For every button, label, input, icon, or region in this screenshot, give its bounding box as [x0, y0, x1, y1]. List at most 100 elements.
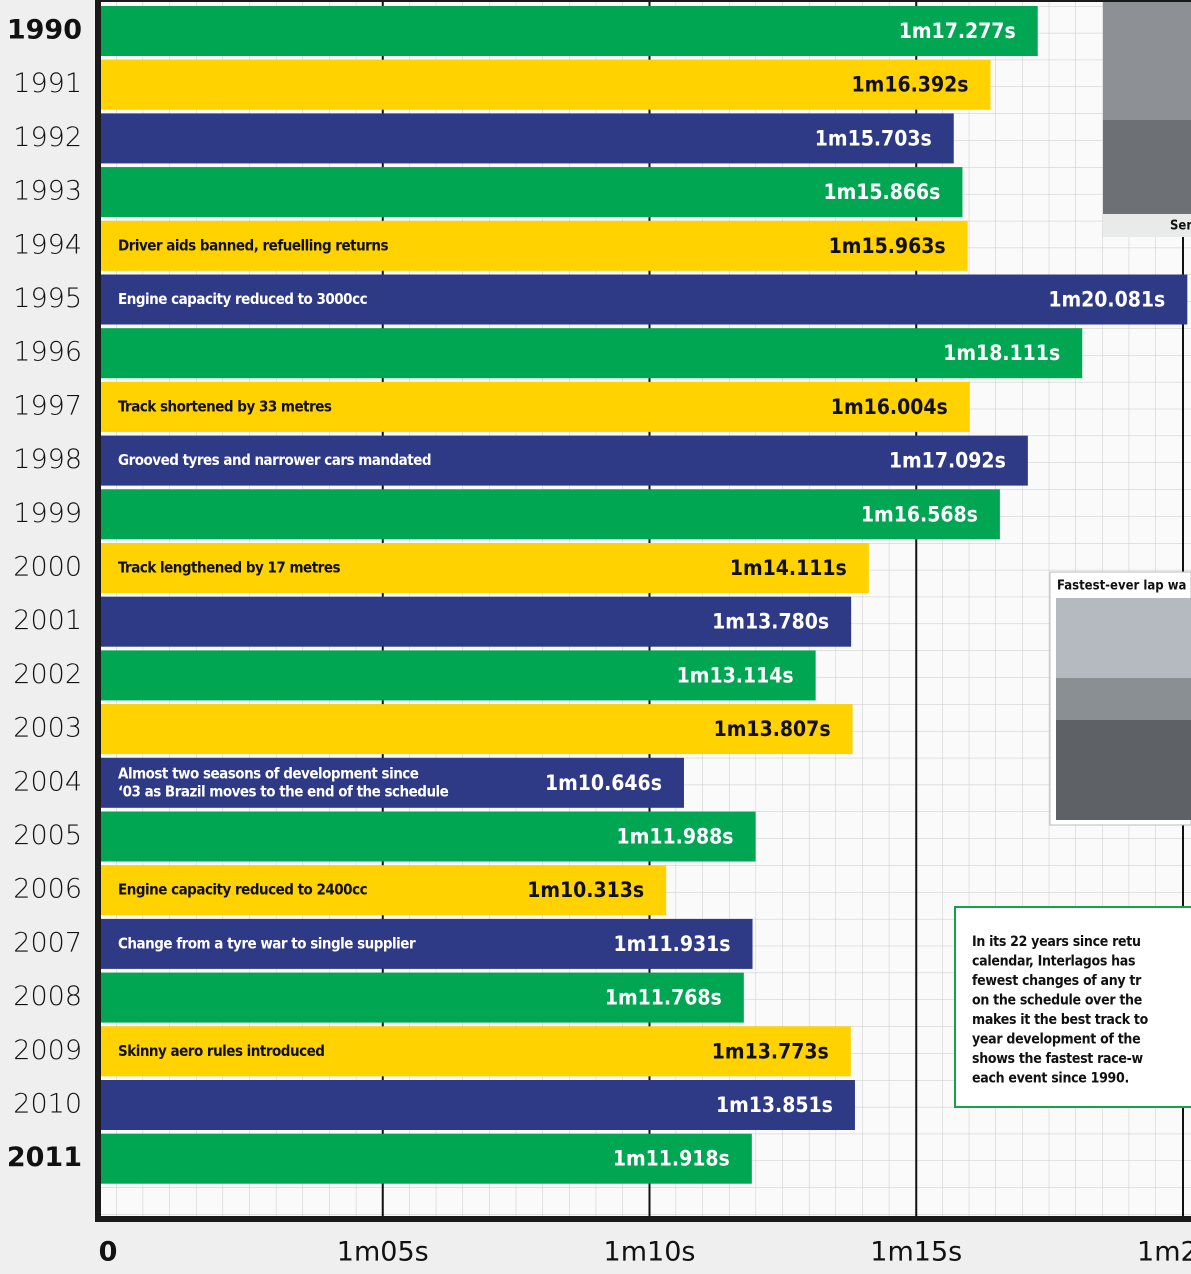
value-label: 1m14.111s — [730, 556, 847, 580]
bar — [100, 865, 667, 916]
bar-layer: 1m17.277s 1m16.392s 1m15.703s 1m15.866s 1m15… — [100, 6, 1188, 1184]
photo-detail — [1103, 0, 1191, 120]
bar — [100, 59, 991, 110]
top-border — [95, 0, 1191, 2]
bar — [100, 435, 1028, 486]
y-tick-label: 1999 — [13, 498, 82, 529]
value-label: 1m10.313s — [527, 878, 644, 902]
bar — [100, 1133, 752, 1184]
value-label: 1m13.807s — [714, 717, 831, 741]
y-tick-label: 1996 — [13, 337, 82, 368]
photo-detail — [1056, 598, 1191, 678]
bar — [100, 811, 756, 862]
annotation: Track shortened by 33 metres — [118, 397, 332, 415]
info-line: In its 22 years since retu — [972, 934, 1141, 950]
annotation: Change from a tyre war to single supplie… — [118, 934, 416, 952]
bar — [100, 220, 968, 271]
annotation: Driver aids banned, refuelling returns — [118, 236, 388, 254]
value-label: 1m15.703s — [815, 126, 932, 150]
y-tick-label: 2002 — [13, 659, 82, 690]
x-tick-label: 1m10s — [604, 1237, 696, 1268]
bar — [100, 918, 753, 969]
y-tick-label: 1998 — [13, 444, 82, 475]
value-label: 1m16.392s — [852, 73, 969, 97]
value-label: 1m18.111s — [943, 341, 1060, 365]
x-axis-line — [95, 1216, 1191, 1222]
bar — [100, 489, 1000, 540]
value-label: 1m11.768s — [605, 986, 722, 1010]
value-label: 1m15.866s — [823, 180, 940, 204]
value-label: 1m15.963s — [829, 234, 946, 258]
annotation: Grooved tyres and narrower cars mandated — [118, 451, 431, 469]
annotation: Track lengthened by 17 metres — [118, 559, 340, 577]
bar — [100, 596, 852, 647]
y-tick-label: 2003 — [13, 713, 82, 744]
info-text: In its 22 years since retu calendar, Inte… — [972, 934, 1149, 1087]
value-label: 1m11.918s — [613, 1147, 730, 1171]
photo-caption: Fastest-ever lap wa — [1057, 579, 1186, 594]
value-label: 1m11.988s — [617, 825, 734, 849]
value-label: 1m13.851s — [716, 1093, 833, 1117]
info-line: each event since 1990. — [972, 1071, 1129, 1087]
bar — [100, 1080, 855, 1130]
value-label: 1m16.568s — [861, 502, 978, 526]
overlay: Sen Fastest-ever lap wa In its 22 years … — [954, 0, 1191, 1108]
value-label: 1m17.092s — [889, 449, 1006, 473]
y-tick-label: 2010 — [13, 1089, 82, 1120]
bar — [100, 113, 954, 164]
value-label: 1m13.114s — [677, 663, 794, 687]
bar — [100, 1026, 851, 1077]
info-line: makes it the best track to — [972, 1012, 1149, 1028]
info-line: fewest changes of any tr — [972, 973, 1142, 989]
y-tick-label: 2001 — [13, 605, 82, 636]
x-tick-label: 1m20s — [1137, 1237, 1191, 1268]
info-line: year development of the — [972, 1032, 1140, 1048]
y-tick-label: 1997 — [13, 390, 82, 421]
y-tick-label: 2000 — [13, 552, 82, 583]
bar — [100, 328, 1083, 379]
x-tick-label: 1m05s — [337, 1237, 429, 1268]
annotation: ‘03 as Brazil moves to the end of the sc… — [118, 782, 449, 800]
photo-detail — [1056, 720, 1191, 820]
photo-caption: Sen — [1170, 219, 1191, 234]
caption-background — [1103, 214, 1191, 237]
annotation: Engine capacity reduced to 2400cc — [118, 881, 368, 899]
bar — [100, 972, 744, 1023]
annotation: Skinny aero rules introduced — [118, 1042, 324, 1060]
y-tick-label: 1991 — [13, 68, 82, 99]
info-line: calendar, Interlagos has — [972, 954, 1135, 970]
value-label: 1m13.780s — [712, 610, 829, 634]
y-tick-label: 2004 — [13, 766, 82, 797]
bar — [100, 167, 963, 218]
value-label: 1m11.931s — [614, 932, 731, 956]
bar — [100, 274, 1188, 325]
y-tick-label: 2011 — [7, 1142, 82, 1173]
info-line: shows the fastest race-w — [972, 1051, 1144, 1067]
y-tick-label: 1990 — [7, 15, 82, 46]
x-origin-label: 0 — [99, 1237, 118, 1268]
value-label: 1m10.646s — [545, 771, 662, 795]
bar — [100, 543, 869, 593]
y-tick-label: 2007 — [13, 927, 82, 958]
bar — [100, 381, 970, 432]
y-tick-label: 2008 — [13, 981, 82, 1012]
bar — [100, 6, 1038, 56]
value-label: 1m13.773s — [712, 1039, 829, 1063]
bar — [100, 704, 853, 755]
value-label: 1m16.004s — [831, 395, 948, 419]
label-layer: 1m05s 1m10s 1m15s 1m20s 1990 1991 1992 1993 1994… — [7, 15, 1191, 1268]
info-line: on the schedule over the — [972, 993, 1142, 1009]
x-tick-label: 1m15s — [870, 1237, 962, 1268]
y-tick-label: 1992 — [13, 122, 82, 153]
bar — [100, 650, 816, 701]
bar — [100, 757, 684, 808]
y-axis-line — [95, 0, 101, 1222]
annotation: Engine capacity reduced to 3000cc — [118, 290, 368, 308]
y-tick-label: 1994 — [13, 229, 82, 260]
y-tick-label: 1995 — [13, 283, 82, 314]
y-tick-label: 2005 — [13, 820, 82, 851]
annotation: Almost two seasons of development since — [118, 764, 419, 782]
y-tick-label: 2006 — [13, 874, 82, 905]
y-tick-label: 1993 — [13, 176, 82, 207]
